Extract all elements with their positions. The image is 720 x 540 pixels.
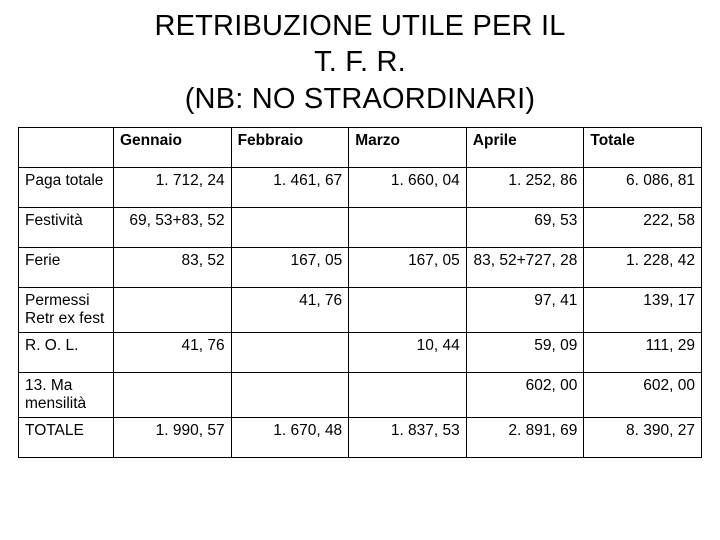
- table-cell: [114, 287, 232, 332]
- table-row: Permessi Retr ex fest 41, 76 97, 41 139,…: [19, 287, 702, 332]
- table-cell: 69, 53+83, 52: [114, 207, 232, 247]
- title-line-2: T. F. R.: [314, 46, 406, 78]
- table-cell: [231, 372, 349, 417]
- table-cell: [114, 372, 232, 417]
- table-cell: 41, 76: [114, 332, 232, 372]
- table-cell: 6. 086, 81: [584, 167, 702, 207]
- table-row: 13. Ma mensilità 602, 00 602, 00: [19, 372, 702, 417]
- col-header: Gennaio: [114, 127, 232, 167]
- table-cell: 167, 05: [231, 247, 349, 287]
- title-line-3: (NB: NO STRAORDINARI): [185, 83, 536, 115]
- table-cell: [231, 332, 349, 372]
- col-header: Totale: [584, 127, 702, 167]
- table-cell: 1. 461, 67: [231, 167, 349, 207]
- table-cell: [349, 207, 467, 247]
- table-cell: 139, 17: [584, 287, 702, 332]
- table-cell: 602, 00: [584, 372, 702, 417]
- table-cell: [349, 372, 467, 417]
- table-cell: 1. 660, 04: [349, 167, 467, 207]
- table-cell: 167, 05: [349, 247, 467, 287]
- row-header: Paga totale: [19, 167, 114, 207]
- page-title: RETRIBUZIONE UTILE PER IL T. F. R. (NB: …: [18, 8, 702, 117]
- table-cell: [231, 207, 349, 247]
- slide: RETRIBUZIONE UTILE PER IL T. F. R. (NB: …: [0, 0, 720, 540]
- row-header: TOTALE: [19, 417, 114, 457]
- table-cell: 1. 252, 86: [466, 167, 584, 207]
- col-header: Aprile: [466, 127, 584, 167]
- table-cell: 83, 52: [114, 247, 232, 287]
- table-cell: 83, 52+727, 28: [466, 247, 584, 287]
- row-header: Festività: [19, 207, 114, 247]
- table-cell: 111, 29: [584, 332, 702, 372]
- table-cell: 1. 837, 53: [349, 417, 467, 457]
- row-header: 13. Ma mensilità: [19, 372, 114, 417]
- tfr-table: Gennaio Febbraio Marzo Aprile Totale Pag…: [18, 127, 702, 458]
- row-header: R. O. L.: [19, 332, 114, 372]
- row-header: Permessi Retr ex fest: [19, 287, 114, 332]
- table-corner-cell: [19, 127, 114, 167]
- table-cell: 41, 76: [231, 287, 349, 332]
- table-cell: 1. 990, 57: [114, 417, 232, 457]
- table-row: Festività 69, 53+83, 52 69, 53 222, 58: [19, 207, 702, 247]
- table-cell: 602, 00: [466, 372, 584, 417]
- col-header: Febbraio: [231, 127, 349, 167]
- table-cell: 97, 41: [466, 287, 584, 332]
- table-cell: 69, 53: [466, 207, 584, 247]
- table-cell: 2. 891, 69: [466, 417, 584, 457]
- table-row: Paga totale 1. 712, 24 1. 461, 67 1. 660…: [19, 167, 702, 207]
- title-line-1: RETRIBUZIONE UTILE PER IL: [154, 10, 565, 42]
- table-cell: 1. 670, 48: [231, 417, 349, 457]
- table-header-row: Gennaio Febbraio Marzo Aprile Totale: [19, 127, 702, 167]
- table-cell: [349, 287, 467, 332]
- table-row: Ferie 83, 52 167, 05 167, 05 83, 52+727,…: [19, 247, 702, 287]
- table-row: R. O. L. 41, 76 10, 44 59, 09 111, 29: [19, 332, 702, 372]
- table-cell: 8. 390, 27: [584, 417, 702, 457]
- table-cell: 1. 712, 24: [114, 167, 232, 207]
- table-cell: 1. 228, 42: [584, 247, 702, 287]
- table-cell: 59, 09: [466, 332, 584, 372]
- row-header: Ferie: [19, 247, 114, 287]
- table-cell: 10, 44: [349, 332, 467, 372]
- table-cell: 222, 58: [584, 207, 702, 247]
- col-header: Marzo: [349, 127, 467, 167]
- table-row: TOTALE 1. 990, 57 1. 670, 48 1. 837, 53 …: [19, 417, 702, 457]
